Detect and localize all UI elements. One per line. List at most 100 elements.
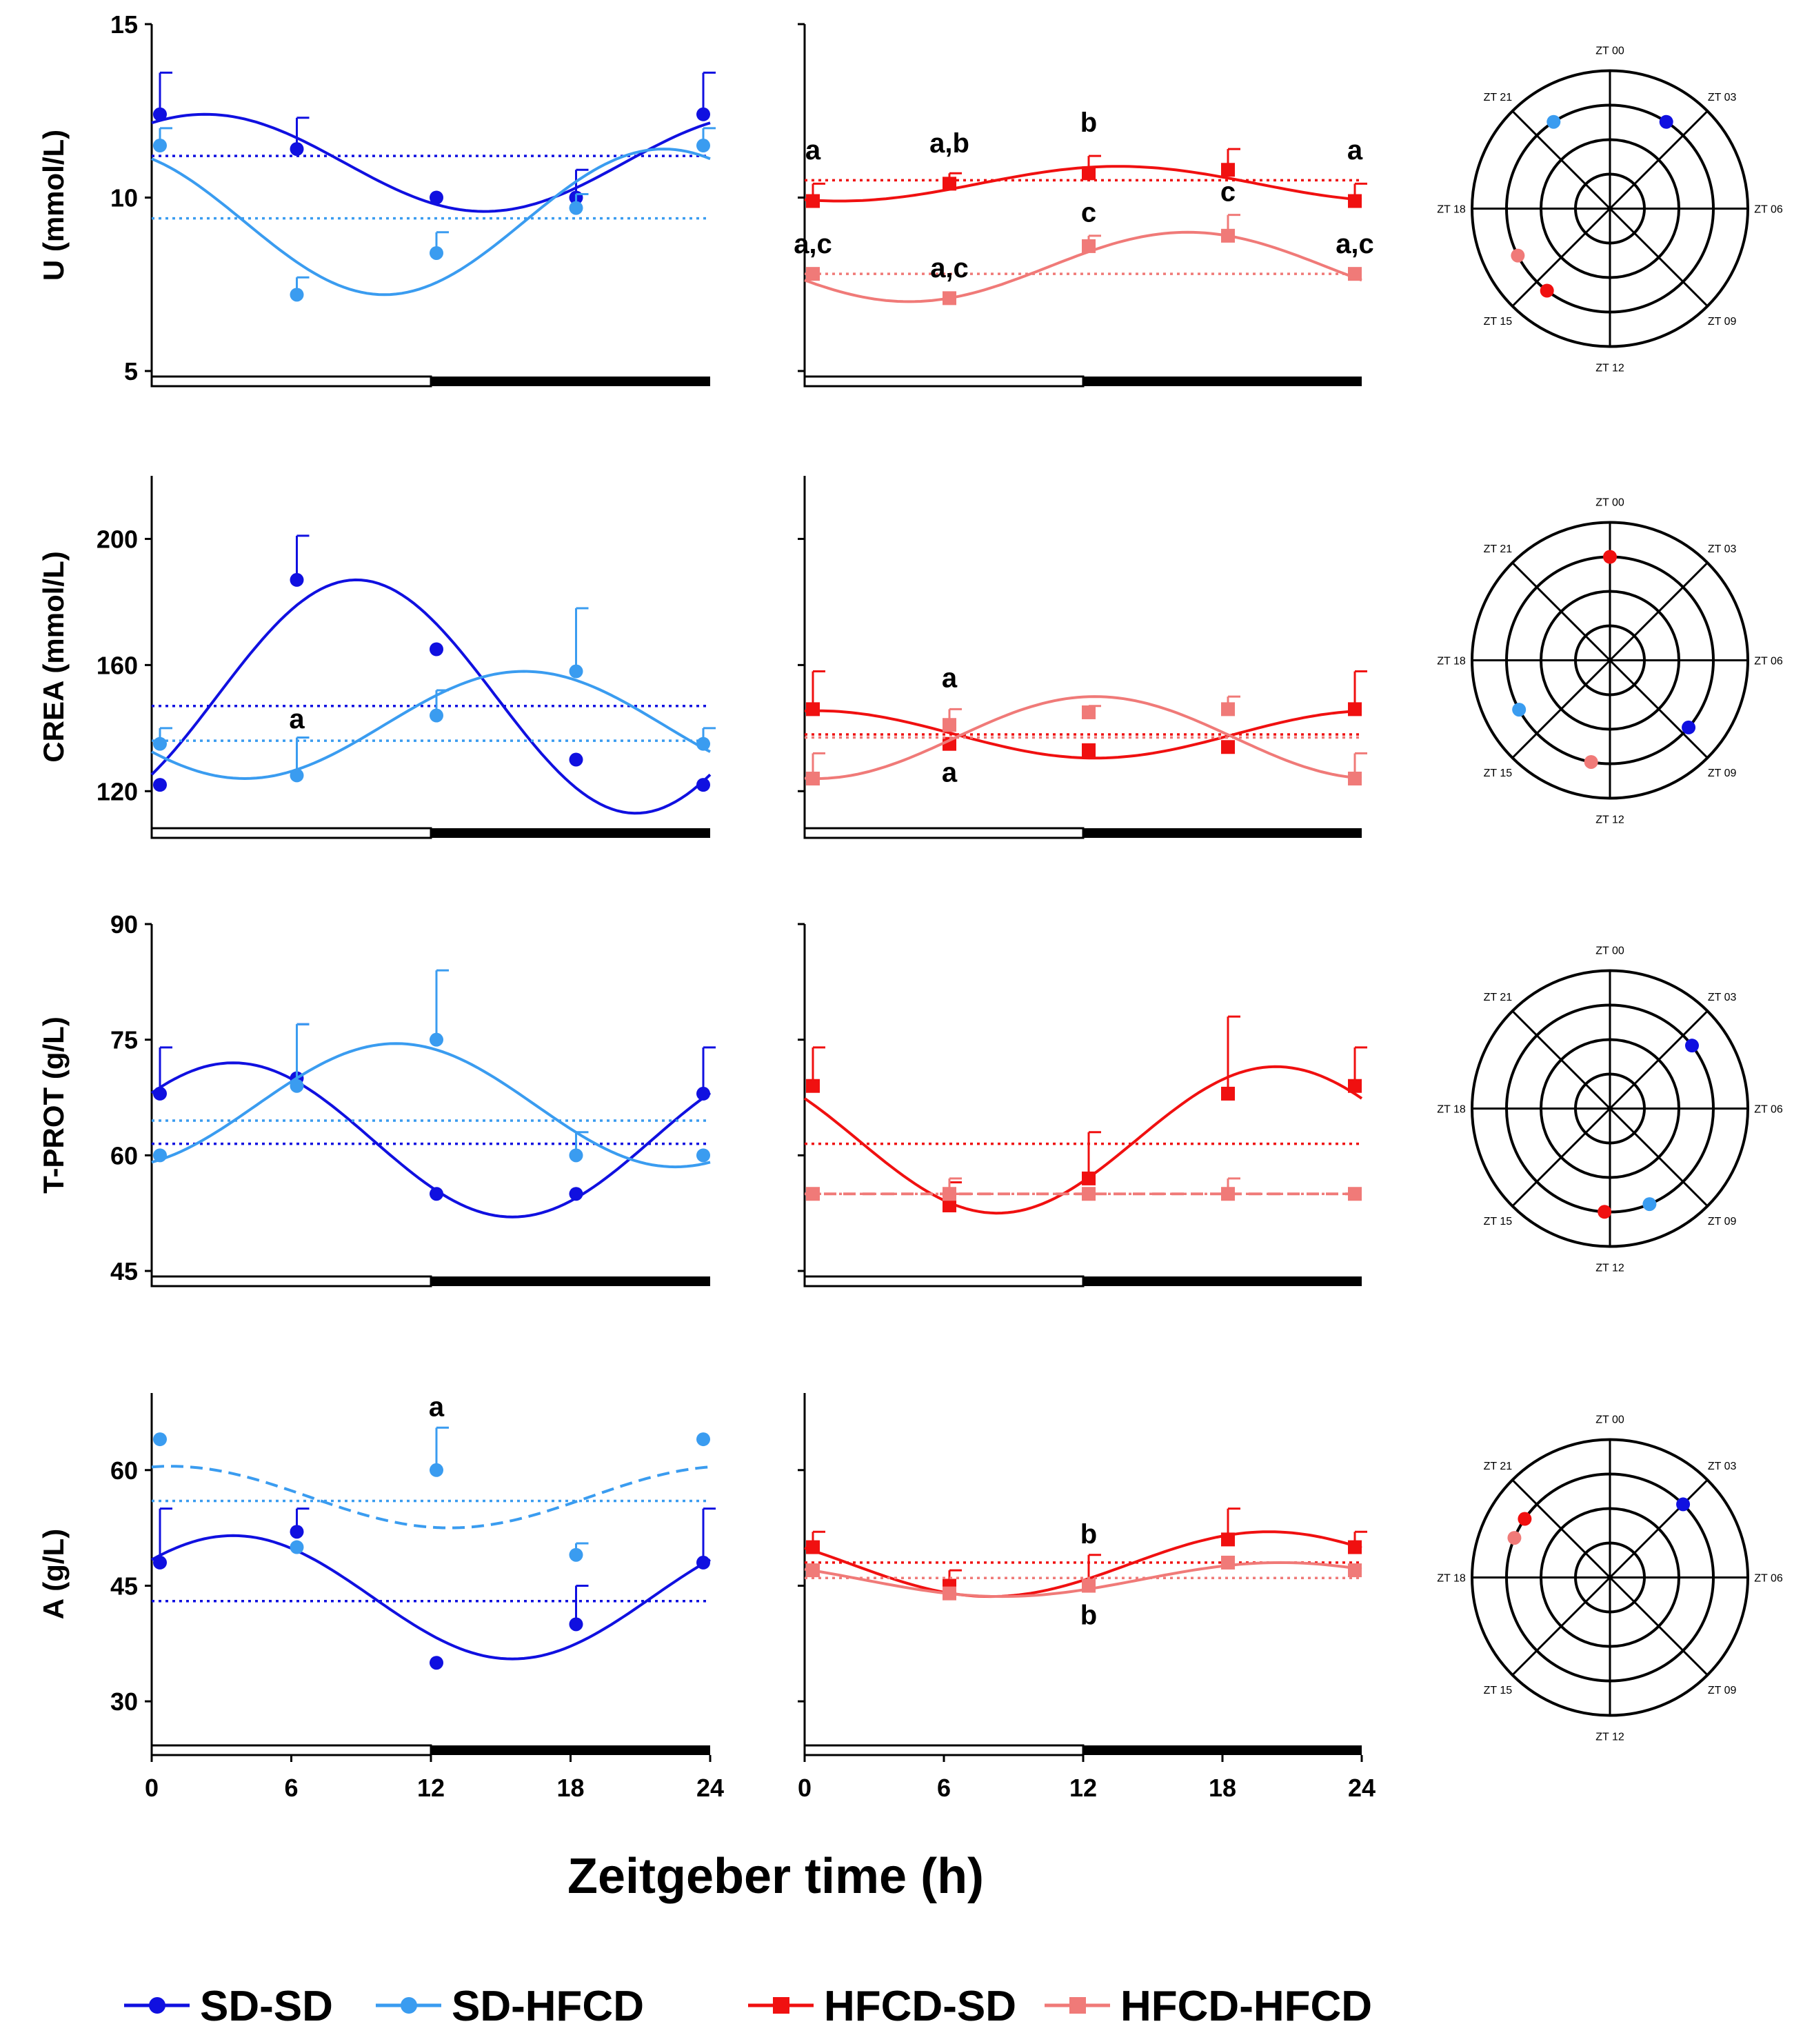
x-axis-title: Zeitgeber time (h) [567, 1849, 984, 1904]
cosinor-fit-line [151, 112, 711, 213]
dark-phase-bar [431, 1745, 710, 1755]
polar-label: ZT 12 [1595, 1263, 1624, 1274]
polar-spoke [1609, 1010, 1709, 1110]
panel-a-left: 60 45 30 0 6 12 18 24 a A (g/L) [37, 1392, 724, 1802]
y-tick-label: 120 [97, 777, 138, 805]
polar-spoke [1511, 208, 1611, 307]
light-phase-bar [150, 1744, 432, 1756]
significance-letter: a,c [794, 229, 832, 259]
polar-label: ZT 18 [1437, 1104, 1466, 1116]
data-point [1082, 1579, 1096, 1593]
data-point [1221, 702, 1235, 717]
data-point [290, 768, 304, 783]
series-hfcd_sd [804, 148, 1367, 208]
cosinor-fit-line [151, 1534, 711, 1661]
polar-label: ZT 12 [1595, 1732, 1624, 1743]
legend-label: SD-SD [200, 1983, 333, 2030]
cosinor-fit-line [804, 709, 1362, 760]
data-point [290, 1540, 304, 1554]
data-point [430, 1656, 443, 1670]
y-tick-label: 60 [110, 1141, 138, 1170]
polar-label: ZT 21 [1484, 543, 1513, 555]
acrophase-point-hfcd_hfcd [1584, 754, 1598, 769]
data-point [1348, 267, 1362, 281]
data-point [696, 1148, 710, 1163]
data-point [153, 139, 167, 153]
data-point [1221, 228, 1235, 243]
polar-spoke [1511, 1479, 1611, 1579]
legend-item-hfcd_hfcd: HFCD-HFCD [1045, 1983, 1372, 2030]
data-point [1348, 1187, 1362, 1201]
panel-t-prot-left: 90 75 60 45 T-PROT (g/L) [37, 910, 716, 1287]
polar-label: ZT 12 [1595, 363, 1624, 374]
data-point [1348, 194, 1362, 208]
polar-label: ZT 00 [1595, 497, 1624, 509]
cosinor-fit-line [150, 578, 712, 815]
light-phase-bar [803, 1744, 1085, 1756]
series-sd_hfcd [151, 127, 716, 302]
data-point [943, 177, 956, 191]
data-point [153, 778, 167, 792]
significance-letter: a [289, 704, 305, 734]
cosinor-fit-line [151, 670, 711, 781]
acrophase-point-sd_sd [1659, 114, 1673, 129]
polar-label: ZT 00 [1595, 945, 1624, 957]
acrophase-point-sd_hfcd [1642, 1197, 1657, 1212]
data-point [569, 664, 583, 679]
acrophase-point-hfcd_hfcd [1507, 1531, 1522, 1545]
significance-letter: a,b [929, 128, 969, 159]
series-sd_sd [150, 534, 712, 815]
data-point [696, 139, 710, 153]
data-point [1082, 239, 1096, 253]
data-point [696, 107, 710, 121]
data-point [290, 1525, 304, 1539]
acrophase-point-hfcd_sd [1518, 1512, 1532, 1526]
x-tick-label: 24 [1348, 1774, 1376, 1802]
significance-letter: a [429, 1392, 445, 1423]
acrophase-point-sd_sd [1676, 1497, 1691, 1512]
series-hfcd_sd [803, 1015, 1367, 1215]
data-point [943, 1586, 956, 1601]
data-point [569, 1187, 583, 1201]
data-point [153, 1086, 167, 1101]
data-point [1082, 743, 1096, 757]
data-point [1348, 702, 1362, 717]
data-point [806, 267, 820, 281]
x-tick-label: 18 [556, 1774, 584, 1802]
data-point [1221, 1555, 1235, 1570]
polar-label: ZT 09 [1708, 1685, 1737, 1696]
polar-label: ZT 15 [1484, 768, 1513, 779]
data-point [430, 642, 443, 657]
significance-letter: b [1080, 108, 1097, 138]
light-phase-bar [803, 827, 1085, 839]
y-tick-label: 30 [110, 1687, 138, 1716]
y-tick-label: 90 [110, 910, 138, 939]
data-point [153, 1148, 167, 1163]
data-point [569, 1617, 583, 1632]
acrophase-point-sd_sd [1685, 1039, 1700, 1053]
data-point [430, 708, 443, 723]
acrophase-point-hfcd_sd [1540, 283, 1554, 298]
significance-letter: c [1081, 198, 1096, 228]
acrophase-point-sd_hfcd [1512, 703, 1527, 717]
data-point [290, 142, 304, 157]
x-tick-label: 0 [145, 1774, 159, 1802]
data-point [696, 1086, 710, 1101]
panel-a-right: 0 6 12 18 24 b b [798, 1393, 1376, 1802]
legend-item-sd_sd: SD-SD [124, 1983, 333, 2030]
data-point [696, 1555, 710, 1570]
polar-label: ZT 06 [1754, 656, 1783, 668]
y-tick-label: 75 [110, 1026, 138, 1054]
y-axis-label: CREA (mmol/L) [37, 551, 70, 762]
polar-plot-crea: ZT 00 ZT 03 ZT 06 ZT 09 ZT 12 ZT 15 ZT 18 ZT 21 [1437, 497, 1783, 826]
panel-u-right: a a,b b a a,c a,c c c a,c [794, 23, 1374, 388]
x-tick-label: 12 [417, 1774, 445, 1802]
data-point [1221, 1532, 1235, 1547]
polar-label: ZT 18 [1437, 656, 1466, 668]
polar-spoke [1609, 659, 1709, 759]
data-point [430, 1463, 443, 1477]
legend: SD-SD SD-HFCD HFCD-SD HFCD-HFCD [124, 1983, 1372, 2030]
legend-marker [773, 1997, 789, 2014]
data-point [153, 107, 167, 121]
